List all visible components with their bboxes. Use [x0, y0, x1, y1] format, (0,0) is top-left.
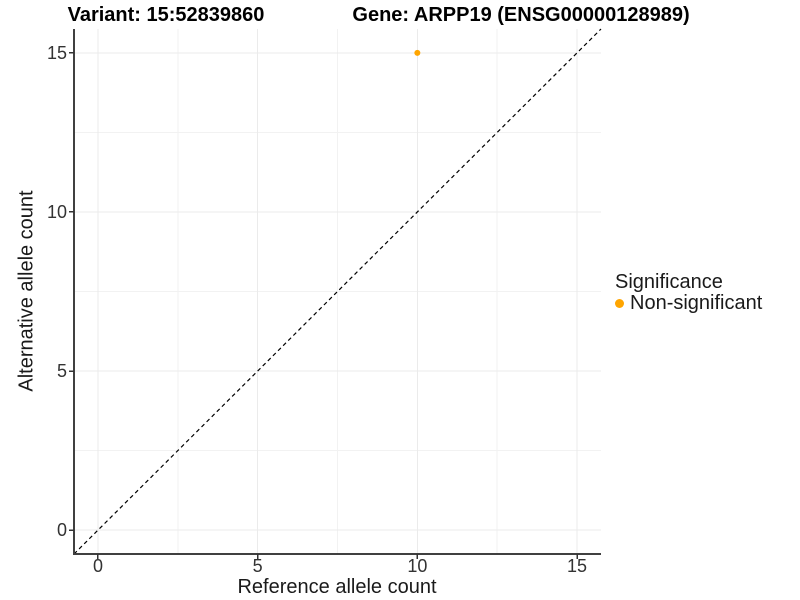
x-tick-label: 5: [252, 556, 263, 576]
x-axis-title: Reference allele count: [237, 576, 437, 598]
y-tick-label: 15: [46, 42, 67, 63]
legend-point-icon: [615, 298, 624, 308]
plot-title-variant: Variant: 15:52839860: [67, 4, 265, 26]
y-tick-label: 5: [56, 361, 67, 382]
identity-dashed-line: [73, 28, 602, 555]
x-tick-label: 0: [92, 556, 103, 576]
x-tick-label: 10: [407, 556, 428, 576]
data-point: [414, 49, 421, 56]
y-axis-title: Alternative allele count: [15, 190, 38, 392]
plot-title-gene: Gene: ARPP19 (ENSG00000128989): [352, 4, 690, 26]
y-tick-label: 0: [56, 520, 67, 541]
legend-item: Non-significant: [615, 293, 762, 313]
x-tick-label: 15: [567, 556, 588, 576]
legend-item-label: Non-significant: [630, 292, 763, 314]
legend: Significance Non-significant: [615, 271, 762, 313]
legend-title: Significance: [615, 271, 723, 293]
y-tick-label: 10: [46, 201, 67, 222]
